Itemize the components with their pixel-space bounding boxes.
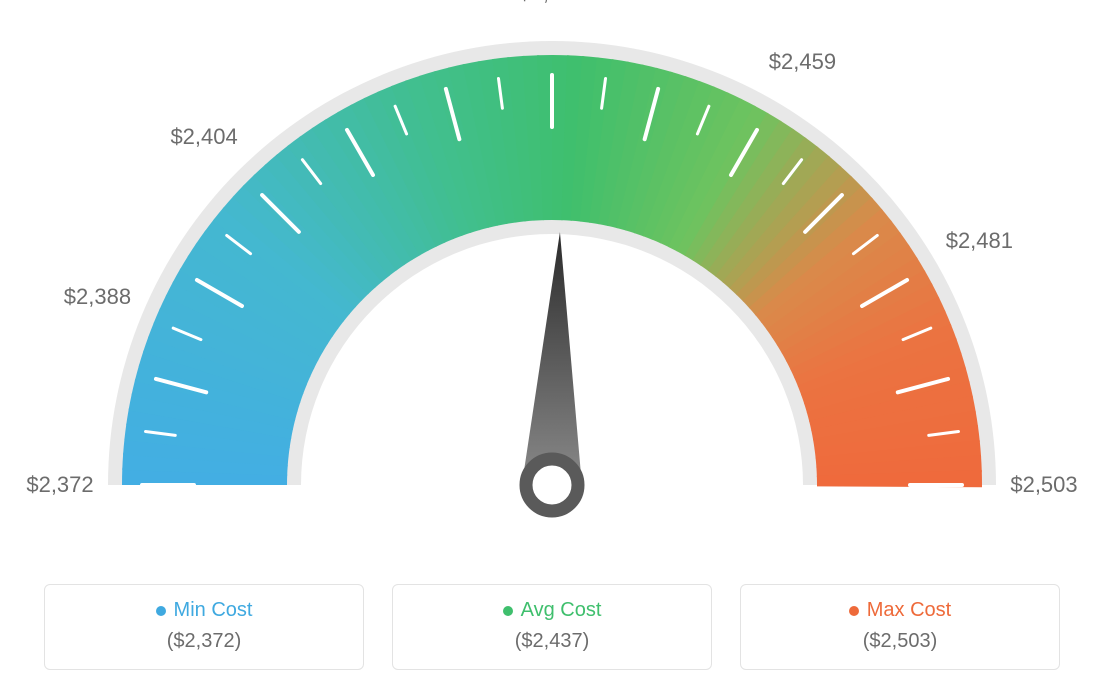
legend-title-max: Max Cost — [849, 599, 951, 622]
legend-card-min: Min Cost ($2,372) — [44, 584, 364, 670]
legend-card-max: Max Cost ($2,503) — [740, 584, 1060, 670]
legend-card-avg: Avg Cost ($2,437) — [392, 584, 712, 670]
legend-label: Min Cost — [174, 599, 253, 622]
gauge-tick-label: $2,481 — [946, 228, 1013, 254]
legend-value-max: ($2,503) — [751, 630, 1049, 653]
legend-title-min: Min Cost — [156, 599, 253, 622]
gauge-tick-label: $2,372 — [26, 472, 93, 498]
legend-label: Avg Cost — [521, 599, 602, 622]
legend-title-avg: Avg Cost — [503, 599, 602, 622]
gauge-tick-label: $2,503 — [1010, 472, 1077, 498]
gauge-chart: $2,372 $2,388 $2,404 $2,437 $2,459 $2,481 $2,5… — [0, 0, 1104, 560]
gauge-tick-label: $2,388 — [64, 284, 131, 310]
legend-label: Max Cost — [867, 599, 951, 622]
legend-row: Min Cost ($2,372) Avg Cost ($2,437) Max … — [0, 584, 1104, 670]
gauge-svg — [0, 0, 1104, 560]
legend-value-min: ($2,372) — [55, 630, 353, 653]
dot-icon — [503, 606, 513, 616]
dot-icon — [849, 606, 859, 616]
legend-value-avg: ($2,437) — [403, 630, 701, 653]
gauge-tick-label: $2,404 — [170, 124, 237, 150]
gauge-tick-label: $2,437 — [518, 0, 585, 6]
dot-icon — [156, 606, 166, 616]
gauge-tick-label: $2,459 — [769, 49, 836, 75]
